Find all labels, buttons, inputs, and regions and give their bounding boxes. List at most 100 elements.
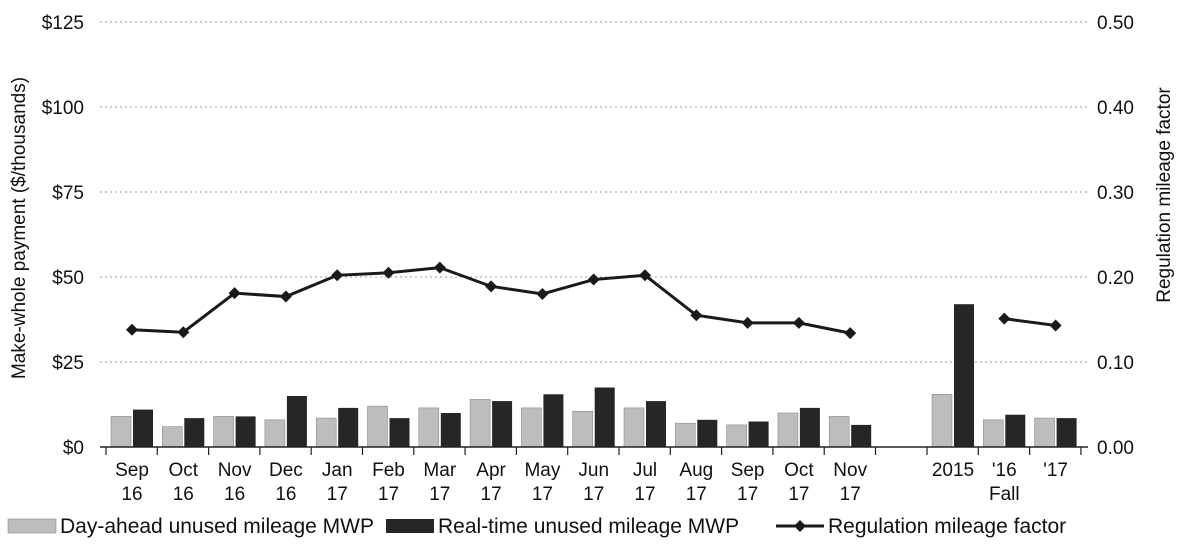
bar-day-ahead — [469, 399, 491, 448]
x-tick-label: 17 — [840, 484, 861, 505]
line-marker — [792, 316, 805, 329]
bar-day-ahead — [315, 417, 337, 448]
x-tick-label: 16 — [121, 484, 142, 505]
bar-real-time — [338, 407, 359, 447]
line-marker — [998, 312, 1011, 325]
bar-real-time — [594, 387, 615, 447]
x-tick-label: 16 — [275, 484, 296, 505]
bar-day-ahead — [1034, 417, 1055, 448]
line-marker — [690, 309, 703, 322]
left-tick-label: $75 — [52, 183, 84, 204]
x-tick-label: 17 — [429, 484, 450, 505]
right-tick-label: 0.20 — [1097, 268, 1134, 289]
bar-real-time — [954, 304, 974, 447]
legend-marker — [794, 520, 806, 532]
right-tick-label: 0.30 — [1097, 183, 1134, 204]
legend: Day-ahead unused mileage MWP Real-time un… — [7, 515, 1066, 538]
bar-real-time — [697, 419, 718, 447]
legend-label-line: Regulation mileage factor — [828, 515, 1066, 538]
x-tick-label: Sep — [731, 460, 765, 481]
gridlines — [100, 21, 1088, 363]
right-tick-label: 0.10 — [1097, 353, 1134, 374]
bar-real-time — [799, 407, 820, 447]
left-tick-label: $125 — [42, 13, 84, 34]
x-tick-label: '16 — [992, 460, 1017, 481]
bar-real-time — [1056, 418, 1077, 447]
x-tick-label: '17 — [1043, 460, 1068, 481]
bar-day-ahead — [777, 412, 799, 448]
bar-real-time — [748, 421, 769, 447]
bar-real-time — [492, 401, 513, 447]
bar-real-time — [1005, 414, 1026, 447]
line-series — [1004, 317, 1056, 327]
x-tick-label: 17 — [737, 484, 758, 505]
bar-day-ahead — [931, 393, 953, 448]
x-tick-label: Dec — [269, 460, 303, 481]
x-axis-labels: Sep 16 Oct 16 Nov 16 Dec 16 Jan 17 Feb 17 Mar 17 Apr 17… — [115, 460, 1068, 505]
x-tick-label: May — [524, 460, 560, 481]
x-tick-label: 16 — [224, 484, 245, 505]
line-marker — [639, 269, 651, 282]
x-tick-label: 17 — [327, 484, 348, 505]
line-marker — [279, 290, 292, 303]
line-marker — [228, 287, 241, 300]
x-tick-label: Oct — [784, 460, 814, 481]
bar-day-ahead — [726, 424, 747, 448]
bar-real-time — [389, 418, 410, 447]
line-marker — [1049, 319, 1062, 332]
x-tick-label: 17 — [481, 484, 502, 505]
bar-day-ahead — [982, 419, 1004, 448]
bar-day-ahead — [521, 407, 542, 448]
bar-day-ahead — [162, 426, 183, 448]
right-tick-label: 0.40 — [1097, 98, 1134, 119]
line-marker — [587, 273, 600, 286]
mileage-factor-line — [126, 261, 1062, 340]
bar-day-ahead — [572, 410, 594, 448]
x-tick-label: Aug — [679, 460, 713, 481]
right-axis-title: Regulation mileage factor — [1154, 87, 1175, 303]
x-tick-label: Jan — [322, 460, 353, 481]
bar-real-time — [235, 416, 256, 447]
left-tick-label: $100 — [42, 98, 84, 119]
line-marker — [177, 326, 190, 339]
x-tick-label: 16 — [173, 484, 194, 505]
x-tick-label: Nov — [218, 460, 252, 481]
bar-real-time — [440, 413, 461, 447]
left-tick-label: $50 — [52, 268, 84, 289]
right-axis-ticks: 0.00 0.10 0.20 0.30 0.40 0.50 — [1097, 13, 1134, 459]
bar-day-ahead — [110, 416, 132, 448]
right-tick-label: 0.00 — [1097, 438, 1134, 459]
x-tick-label: 2015 — [932, 460, 974, 481]
x-tick-label: Apr — [476, 460, 506, 481]
bar-real-time — [133, 409, 153, 447]
line-marker — [382, 266, 395, 279]
legend-label-day-ahead: Day-ahead unused mileage MWP — [60, 515, 374, 538]
bar-day-ahead — [264, 419, 286, 448]
line-marker — [844, 327, 857, 340]
x-tick-label: 17 — [686, 484, 707, 505]
x-tick-label: Mar — [423, 460, 456, 481]
x-tick-label: Jun — [578, 460, 609, 481]
x-tick-label: 17 — [788, 484, 809, 505]
fall-group-label: Fall — [989, 484, 1020, 505]
x-tick-label: 17 — [583, 484, 604, 505]
line-marker — [536, 288, 549, 300]
bar-day-ahead — [418, 407, 440, 448]
x-tick-label: Feb — [372, 460, 405, 481]
bar-real-time — [851, 424, 872, 447]
right-tick-label: 0.50 — [1097, 13, 1134, 34]
line-marker — [741, 316, 754, 329]
bar-day-ahead — [623, 407, 645, 448]
bar-day-ahead — [367, 405, 388, 448]
left-tick-label: $25 — [52, 353, 84, 374]
bar-real-time — [543, 394, 564, 447]
line-marker — [485, 280, 498, 293]
x-tick-label: Sep — [115, 460, 149, 481]
x-tick-label: 17 — [378, 484, 399, 505]
left-axis-ticks: $0 $25 $50 $75 $100 $125 — [42, 13, 84, 459]
x-tick-label: 17 — [634, 484, 655, 505]
bar-day-ahead — [674, 422, 696, 448]
bar-day-ahead — [828, 416, 850, 448]
bar-real-time — [646, 401, 666, 447]
